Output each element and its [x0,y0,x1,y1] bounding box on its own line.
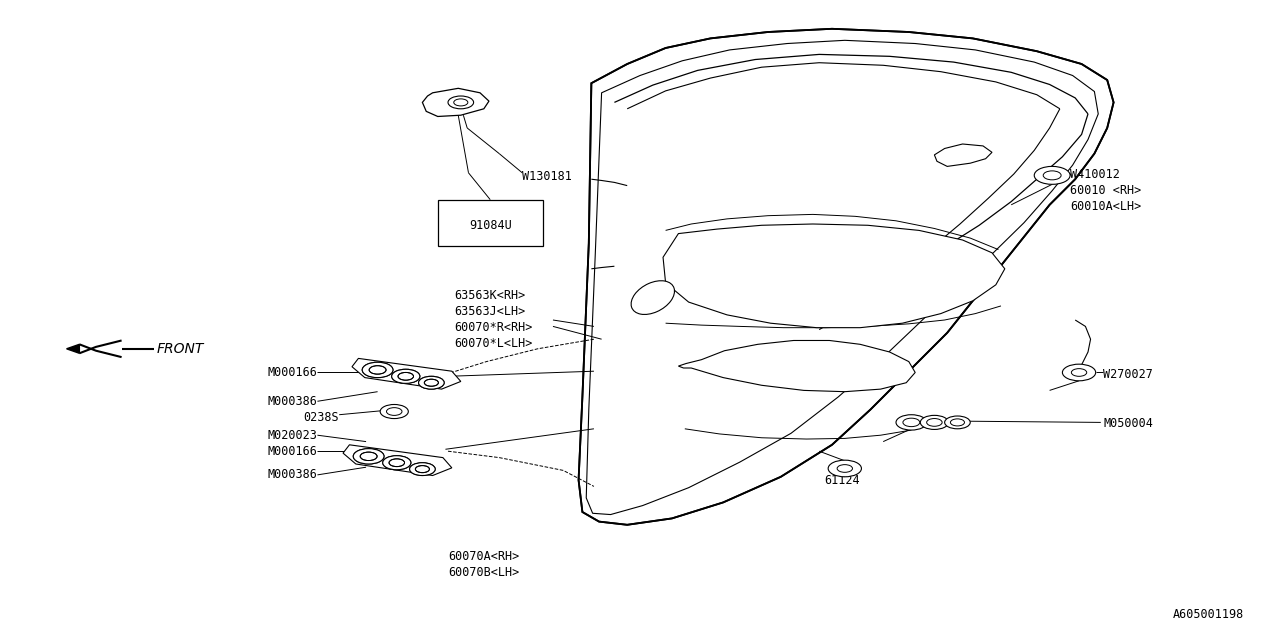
Circle shape [383,456,411,470]
Text: 63563J<LH>: 63563J<LH> [454,305,526,318]
Circle shape [945,416,970,429]
Circle shape [419,376,444,389]
Text: M000166: M000166 [268,445,317,458]
Text: M050004: M050004 [1103,417,1153,430]
Polygon shape [67,344,79,353]
Circle shape [419,376,444,389]
Circle shape [353,449,384,464]
Circle shape [410,463,435,476]
Ellipse shape [631,281,675,314]
Text: W410012: W410012 [1070,168,1120,181]
Polygon shape [663,224,1005,328]
Text: M000166: M000166 [268,366,317,379]
Circle shape [362,362,393,378]
Circle shape [1062,364,1096,381]
Circle shape [392,369,420,383]
Text: 60070*R<RH>: 60070*R<RH> [454,321,532,334]
Text: W270027: W270027 [1103,368,1153,381]
Polygon shape [422,88,489,116]
Circle shape [896,415,927,430]
Bar [438,200,543,246]
Circle shape [353,449,384,464]
Text: 0238S: 0238S [303,411,339,424]
Circle shape [920,415,948,429]
Text: FRONT: FRONT [156,342,204,356]
Circle shape [380,404,408,419]
Text: 60070A<RH>: 60070A<RH> [448,550,520,563]
Text: W130181: W130181 [522,170,572,182]
Circle shape [448,96,474,109]
Circle shape [828,460,861,477]
Circle shape [383,456,411,470]
Text: 91084U: 91084U [468,219,512,232]
Circle shape [410,463,435,476]
Circle shape [362,362,393,378]
Polygon shape [343,445,452,476]
Text: 60070B<LH>: 60070B<LH> [448,566,520,579]
Circle shape [1034,166,1070,184]
Text: 60070*L<LH>: 60070*L<LH> [454,337,532,350]
Text: M020023: M020023 [268,429,317,442]
Text: 60010A<LH>: 60010A<LH> [1070,200,1142,213]
Polygon shape [678,340,915,392]
Polygon shape [579,29,1114,525]
Polygon shape [352,358,461,389]
Text: 61124: 61124 [824,474,860,486]
Text: A605001198: A605001198 [1172,608,1244,621]
Text: M000386: M000386 [268,395,317,408]
Circle shape [392,369,420,383]
Polygon shape [934,144,992,166]
Text: 63563K<RH>: 63563K<RH> [454,289,526,302]
Text: M000386: M000386 [268,468,317,481]
Text: 60010 <RH>: 60010 <RH> [1070,184,1142,197]
